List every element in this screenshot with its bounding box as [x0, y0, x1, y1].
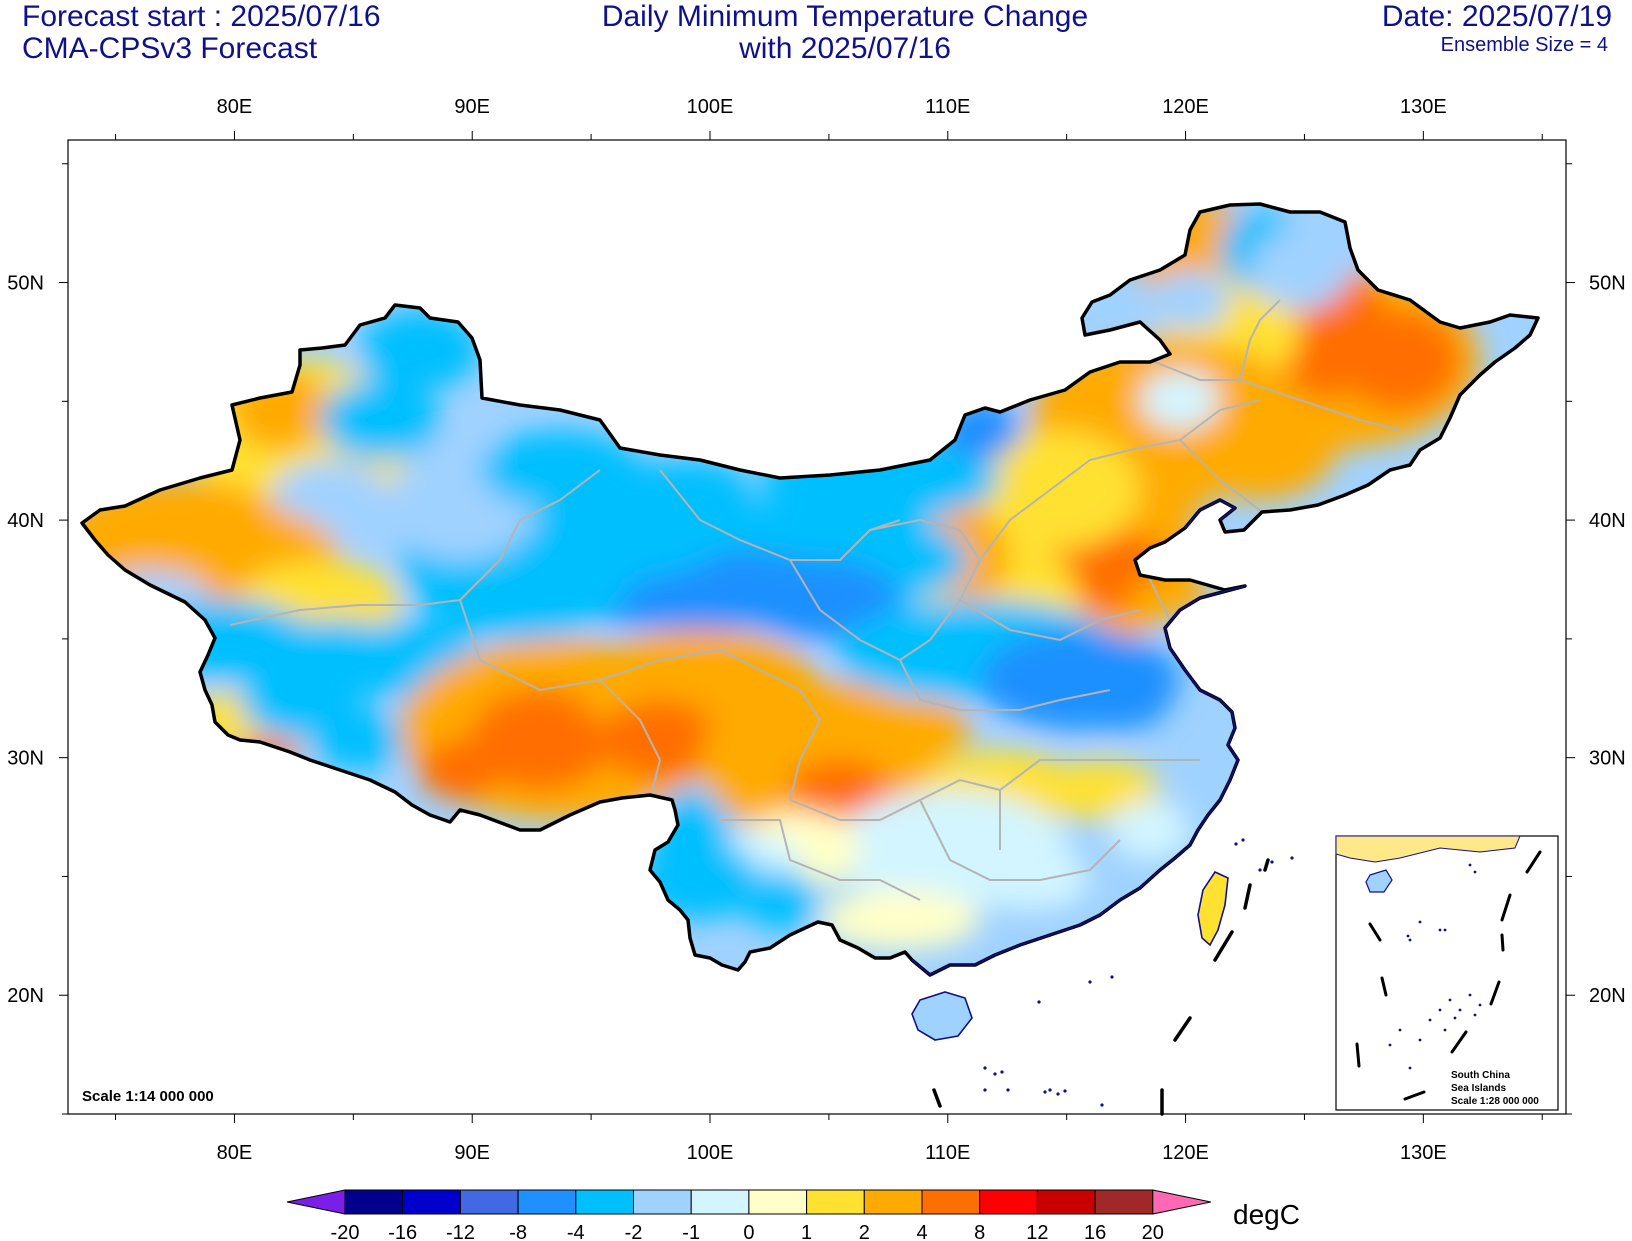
map-scale-label: Scale 1:14 000 000 — [82, 1088, 214, 1105]
province-line — [789, 689, 822, 801]
province-line — [599, 679, 662, 801]
south-china-sea-inset: South China Sea Islands Scale 1:28 000 0… — [1335, 835, 1559, 1111]
province-line — [459, 599, 601, 692]
lat-tick-label-right: 50N — [1589, 273, 1626, 295]
lon-tick-label-top: 130E — [1400, 96, 1447, 118]
map-title: Daily Minimum Temperature Change — [601, 0, 1089, 33]
province-line — [1049, 399, 1261, 491]
lat-tick-labels-left: 50N 40N 30N 20N — [7, 273, 44, 1008]
colorbar-box — [517, 1189, 577, 1215]
colorbar-unit: degC — [1233, 1199, 1300, 1230]
province-line — [720, 819, 921, 901]
colorbar-label: 1 — [801, 1222, 812, 1241]
colorbar-min-arrow — [286, 1189, 346, 1215]
colorbar-box — [806, 1189, 865, 1215]
lon-tick-label-bottom: 90E — [454, 1142, 490, 1164]
colorbar-max-arrow — [1152, 1189, 1211, 1215]
lat-tick-label-left: 40N — [7, 510, 44, 532]
colorbar-box — [344, 1189, 404, 1215]
province-line — [459, 469, 601, 601]
map-subtitle: with 2025/07/16 — [739, 32, 951, 65]
colorbar-label: -12 — [446, 1222, 475, 1241]
date-label: Date: 2025/07/19 — [1381, 0, 1612, 33]
colorbar-label: 16 — [1084, 1222, 1106, 1241]
ensemble-size-label: Ensemble Size = 4 — [1440, 34, 1608, 56]
lon-tick-label-bottom: 110E — [925, 1142, 970, 1164]
lat-tick-label-right: 40N — [1589, 510, 1626, 532]
colorbar-label: -4 — [567, 1222, 585, 1241]
colorbar-label: -1 — [682, 1222, 700, 1241]
lat-tick-label-left: 30N — [7, 748, 44, 770]
coastline — [911, 499, 1294, 1107]
colorbar-label: 12 — [1026, 1222, 1048, 1241]
colorbar-box — [979, 1189, 1038, 1215]
colorbar-label: 2 — [859, 1222, 870, 1241]
inset-label-line1: South China — [1451, 1070, 1510, 1081]
province-line — [229, 599, 461, 626]
national-border — [80, 202, 1540, 977]
lon-tick-label-top: 120E — [1162, 96, 1209, 118]
lon-tick-label-top: 100E — [687, 96, 734, 118]
forecast-start-label: Forecast start : 2025/07/16 — [22, 0, 381, 33]
colorbar-label: -2 — [625, 1222, 643, 1241]
province-line — [869, 489, 1051, 562]
lat-tick-label-left: 50N — [7, 273, 44, 295]
province-line — [899, 659, 1111, 711]
colorbar-box — [863, 1189, 923, 1215]
colorbar-label: -8 — [509, 1222, 527, 1241]
colorbar-label: 4 — [916, 1222, 927, 1241]
colorbar-label: 20 — [1142, 1222, 1164, 1241]
lon-tick-label-top: 110E — [925, 96, 970, 118]
province-line — [999, 759, 1200, 791]
colorbar-box — [402, 1189, 461, 1215]
lon-tick-label-bottom: 100E — [687, 1142, 734, 1164]
lon-tick-label-bottom: 120E — [1162, 1142, 1209, 1164]
lat-tick-labels-right: 50N 40N 30N 20N — [1589, 273, 1626, 1008]
province-line — [1149, 359, 1401, 431]
colorbar-box — [575, 1189, 634, 1215]
province-line — [899, 559, 981, 661]
province-line — [1179, 439, 1263, 513]
lat-tick-label-left: 20N — [7, 985, 44, 1007]
inset-label-line2: Sea Islands — [1451, 1083, 1506, 1094]
colorbar-box — [1036, 1189, 1096, 1215]
province-line — [789, 778, 1001, 821]
province-boundaries — [229, 299, 1401, 901]
colorbar-label: 8 — [974, 1222, 985, 1241]
province-line — [599, 648, 801, 691]
inset-label-line3: Scale 1:28 000 000 — [1451, 1096, 1539, 1107]
lon-tick-label-top: 80E — [217, 96, 253, 118]
model-label: CMA-CPSv3 Forecast — [22, 32, 318, 65]
province-line — [919, 799, 1121, 881]
province-line — [1239, 299, 1281, 381]
lat-tick-label-right: 20N — [1589, 985, 1626, 1007]
lon-tick-label-bottom: 80E — [217, 1142, 253, 1164]
province-line — [959, 599, 1141, 642]
lon-tick-label-top: 90E — [454, 96, 490, 118]
lon-tick-labels-bottom: 80E 90E 100E 110E 120E 130E — [217, 1142, 1447, 1164]
colorbar-box — [633, 1189, 692, 1215]
colorbar-label: -16 — [388, 1222, 417, 1241]
maritime-boundary-dashes — [932, 858, 1270, 1116]
colorbar-label: -20 — [331, 1222, 360, 1241]
colorbar-box — [1094, 1189, 1154, 1215]
province-line — [789, 559, 901, 661]
lon-tick-labels-top: 80E 90E 100E 110E 120E 130E — [217, 96, 1447, 118]
colorbar-label: 0 — [743, 1222, 754, 1241]
axis-ticks — [59, 131, 1575, 1123]
colorbar-box — [921, 1189, 981, 1215]
colorbar-box — [459, 1189, 519, 1215]
lon-tick-label-bottom: 130E — [1400, 1142, 1447, 1164]
lat-tick-label-right: 30N — [1589, 748, 1626, 770]
colorbar-box — [748, 1189, 808, 1215]
colorbar-box — [690, 1189, 750, 1215]
